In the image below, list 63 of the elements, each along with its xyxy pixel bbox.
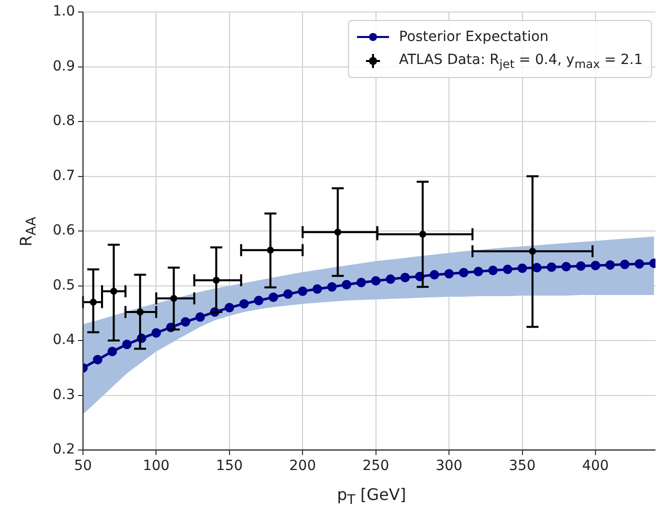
point (268, 292, 278, 302)
legend-label: ATLAS Data: R$_{jet}$ = 0.4, y$_{max}$ = 2.1 (399, 52, 643, 70)
point (170, 294, 178, 302)
point (136, 308, 144, 316)
point (180, 317, 190, 327)
point (356, 278, 366, 288)
y-tick-label: 0.3 (52, 386, 75, 403)
y-tick-label: 1.0 (52, 4, 75, 20)
point (532, 262, 542, 272)
y-tick-label: 0.8 (52, 113, 75, 130)
point (266, 246, 274, 254)
x-tick-label: 100 (142, 458, 170, 474)
point (151, 328, 161, 338)
point (458, 268, 468, 278)
point (474, 266, 484, 276)
point (195, 312, 205, 322)
point (122, 340, 132, 350)
point (254, 296, 264, 306)
point (239, 299, 249, 309)
point (298, 286, 308, 296)
point (90, 298, 97, 306)
point (561, 262, 571, 272)
x-tick-label: 50 (74, 458, 92, 474)
x-tick-label: 200 (289, 458, 316, 474)
x-tick-label: 150 (216, 458, 243, 474)
x-tick-label: 400 (582, 458, 609, 474)
point (546, 262, 556, 272)
point (620, 260, 630, 270)
point (386, 274, 396, 284)
point (518, 263, 528, 273)
x-axis-title: p$_{T}$ [GeV] (337, 485, 406, 508)
point (529, 248, 536, 255)
point (444, 268, 454, 278)
point (430, 270, 440, 280)
point (283, 289, 293, 299)
x-tick-label: 350 (508, 458, 536, 474)
point (400, 272, 410, 282)
point (224, 302, 234, 312)
point (371, 276, 381, 286)
point (634, 259, 644, 269)
y-tick-label: 0.6 (52, 222, 76, 239)
y-tick-label: 0.2 (52, 442, 75, 458)
point (327, 282, 337, 292)
point (488, 266, 498, 276)
point (605, 260, 615, 270)
y-tick-label: 0.9 (52, 58, 75, 74)
x-tick-label: 250 (362, 458, 390, 474)
point (576, 261, 586, 271)
point (342, 280, 352, 290)
point (502, 264, 512, 274)
y-tick-label: 0.4 (52, 332, 76, 348)
legend-label: Posterior Expectation (399, 29, 549, 45)
point (334, 228, 342, 236)
point (110, 288, 118, 295)
point (312, 284, 322, 294)
point (419, 230, 426, 238)
point (212, 276, 220, 284)
point (92, 354, 102, 364)
point (108, 346, 118, 356)
x-tick-label: 300 (436, 458, 462, 474)
y-tick-label: 0.7 (52, 168, 75, 184)
point (590, 260, 600, 270)
y-tick-label: 0.5 (52, 277, 75, 294)
